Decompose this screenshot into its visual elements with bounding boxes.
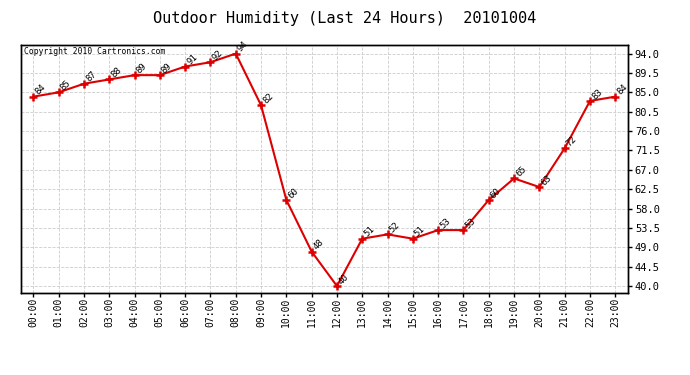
Text: 72: 72	[564, 134, 579, 148]
Text: 63: 63	[540, 173, 553, 187]
Text: 84: 84	[33, 82, 48, 97]
Text: 88: 88	[109, 66, 124, 80]
Text: 53: 53	[464, 216, 477, 230]
Text: 51: 51	[413, 225, 427, 239]
Text: 83: 83	[590, 87, 604, 101]
Text: 82: 82	[261, 91, 275, 105]
Text: 51: 51	[362, 225, 376, 239]
Text: 53: 53	[438, 216, 452, 230]
Text: 48: 48	[312, 238, 326, 252]
Text: 89: 89	[160, 61, 174, 75]
Text: 60: 60	[286, 186, 300, 200]
Text: 91: 91	[185, 53, 199, 66]
Text: 87: 87	[84, 70, 98, 84]
Text: 65: 65	[514, 165, 528, 178]
Text: 94: 94	[236, 40, 250, 54]
Text: 84: 84	[615, 82, 629, 97]
Text: 92: 92	[210, 48, 224, 62]
Text: 60: 60	[489, 186, 503, 200]
Text: 40: 40	[337, 272, 351, 286]
Text: Outdoor Humidity (Last 24 Hours)  20101004: Outdoor Humidity (Last 24 Hours) 2010100…	[153, 11, 537, 26]
Text: 52: 52	[388, 220, 402, 234]
Text: Copyright 2010 Cartronics.com: Copyright 2010 Cartronics.com	[23, 48, 165, 57]
Text: 89: 89	[135, 61, 148, 75]
Text: 85: 85	[59, 78, 72, 92]
